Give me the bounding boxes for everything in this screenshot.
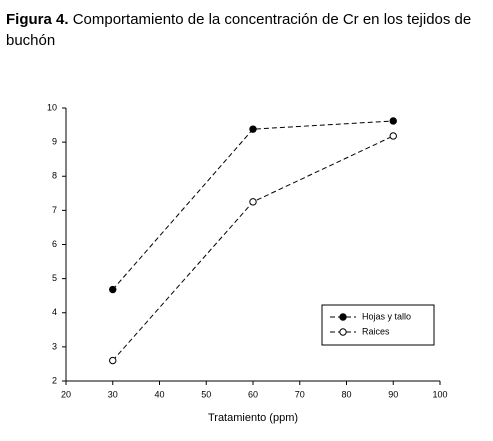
caption-text: buchón	[6, 32, 55, 49]
x-tick-label: 20	[61, 389, 71, 399]
point	[249, 125, 257, 133]
x-tick-label: 90	[388, 389, 398, 399]
legend-label: Raices	[362, 326, 390, 336]
point	[249, 198, 257, 206]
series-line	[112, 120, 394, 290]
x-tick-label: 80	[341, 389, 351, 399]
y-tick-label: 2	[52, 375, 57, 385]
y-tick-label: 6	[52, 239, 57, 249]
point	[389, 132, 397, 140]
y-tick-label: 8	[52, 171, 57, 181]
y-tick-label: 3	[52, 341, 57, 351]
x-tick-label: 70	[295, 389, 305, 399]
point	[389, 117, 397, 125]
x-tick-label: 50	[201, 389, 211, 399]
y-tick-label: 7	[52, 205, 57, 215]
x-tick-label: 100	[432, 389, 447, 399]
caption: Figura 4. Comportamiento de la concentra…	[6, 11, 471, 28]
y-tick-label: 10	[47, 102, 57, 112]
caption-text: Comportamiento de la concentración de Cr…	[73, 11, 472, 28]
figure-label: Figura 4.	[6, 11, 69, 28]
y-tick-label: 5	[52, 273, 57, 283]
x-tick-label: 40	[154, 389, 164, 399]
y-tick-label: 4	[52, 307, 57, 317]
point	[109, 285, 117, 294]
legend-label: Hojas y tallo	[362, 311, 411, 321]
y-tick-label: 9	[52, 137, 57, 147]
x-tick-label: 60	[248, 389, 258, 399]
legend-marker	[339, 313, 347, 321]
x-axis-label: Tratamiento (ppm)	[208, 412, 298, 424]
legend-marker	[339, 328, 347, 336]
x-tick-label: 30	[108, 389, 118, 399]
point	[109, 356, 117, 365]
legend-box	[321, 304, 435, 346]
